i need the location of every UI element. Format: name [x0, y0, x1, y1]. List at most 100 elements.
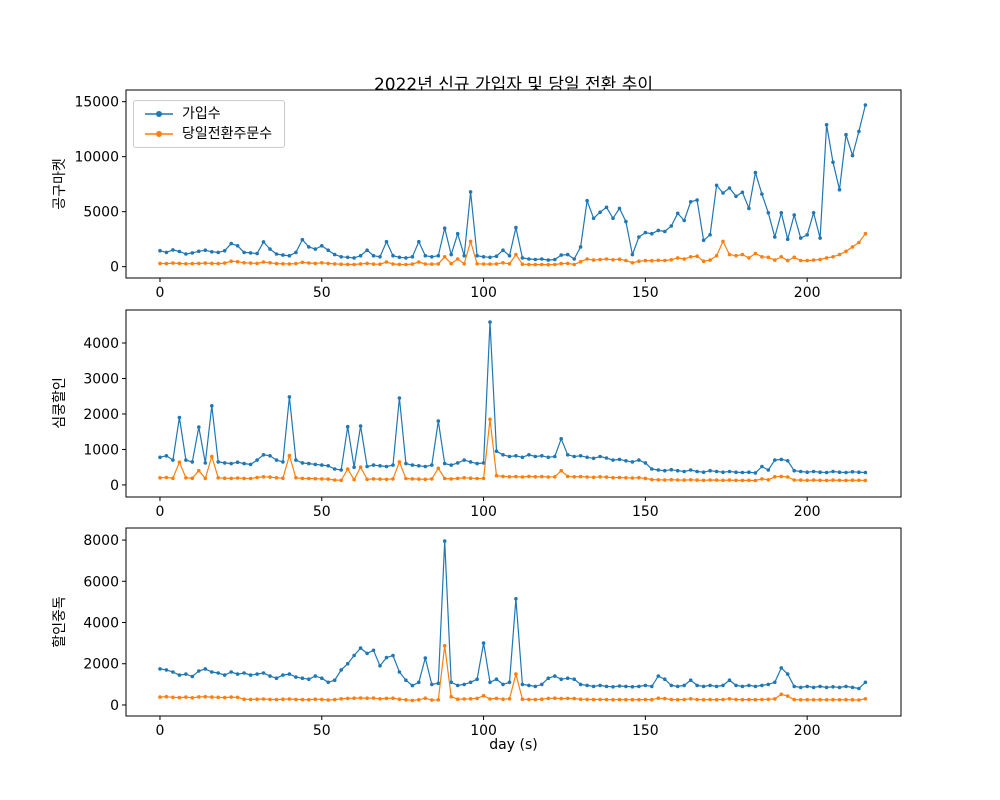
data-point — [766, 211, 771, 215]
data-point — [527, 474, 531, 479]
data-point — [792, 468, 796, 473]
data-point — [598, 683, 602, 688]
data-point — [785, 475, 790, 479]
data-point — [391, 253, 395, 258]
data-point — [773, 697, 777, 701]
data-point — [714, 469, 719, 474]
y-tick-label: 1000 — [83, 442, 119, 458]
data-point — [714, 253, 719, 258]
data-point — [675, 478, 680, 482]
data-point — [391, 653, 395, 658]
data-point — [235, 695, 240, 700]
data-point — [423, 477, 428, 482]
data-point — [203, 261, 208, 265]
data-point — [345, 424, 350, 429]
data-point — [300, 260, 305, 265]
data-point — [417, 680, 421, 685]
data-point — [345, 467, 350, 471]
data-point — [281, 253, 285, 257]
data-point — [475, 677, 479, 681]
legend-entry-subscribers: 가입수 — [144, 107, 272, 121]
data-point — [320, 244, 324, 248]
data-point — [831, 685, 835, 689]
data-point — [540, 262, 544, 267]
axes-frame — [125, 527, 902, 717]
data-point — [242, 476, 246, 481]
data-point — [663, 696, 667, 701]
data-point — [365, 477, 369, 482]
data-point — [785, 694, 790, 698]
data-point — [449, 252, 454, 257]
data-point — [190, 261, 195, 266]
data-point — [734, 697, 738, 702]
data-point — [261, 475, 266, 479]
data-point — [805, 470, 809, 475]
data-point — [701, 697, 706, 702]
data-point — [818, 470, 822, 475]
data-point — [617, 475, 622, 480]
legend-marker-subscribers — [145, 111, 173, 117]
data-point — [248, 462, 253, 467]
data-point — [630, 460, 635, 464]
data-point — [164, 694, 169, 699]
data-point — [462, 697, 467, 701]
data-point — [261, 260, 266, 264]
series-same-day-orders-markers — [158, 417, 868, 483]
data-point — [863, 231, 868, 236]
data-point — [578, 682, 583, 687]
y-tick-label: 3000 — [83, 371, 119, 387]
data-point — [598, 257, 602, 262]
data-point — [313, 476, 318, 481]
data-point — [701, 478, 706, 483]
y-tick-label: 2000 — [83, 657, 119, 673]
data-point — [798, 469, 803, 474]
data-point — [714, 183, 719, 188]
data-point — [358, 262, 363, 266]
data-point — [727, 469, 732, 474]
data-point — [391, 262, 395, 266]
data-point — [643, 476, 648, 481]
data-point — [455, 697, 460, 701]
data-point — [462, 458, 467, 462]
data-point — [572, 454, 576, 459]
data-point — [805, 697, 809, 702]
data-point — [507, 697, 512, 701]
data-point — [197, 468, 201, 473]
data-point — [701, 238, 706, 243]
data-point — [229, 476, 233, 481]
data-point — [727, 186, 732, 190]
data-point — [436, 419, 441, 423]
data-point — [669, 467, 674, 472]
data-point — [222, 248, 227, 253]
data-point — [184, 262, 188, 266]
data-point — [850, 245, 855, 249]
data-point — [585, 257, 589, 261]
data-point — [391, 696, 395, 700]
data-point — [378, 664, 382, 668]
data-point — [281, 673, 285, 677]
data-point — [171, 458, 175, 462]
data-point — [591, 697, 596, 702]
data-point — [164, 668, 169, 672]
data-point — [216, 460, 220, 464]
series-same-day-orders-markers — [158, 644, 868, 703]
data-point — [235, 476, 240, 480]
data-point — [837, 685, 842, 690]
data-point — [404, 256, 408, 260]
data-point — [320, 697, 324, 702]
data-point — [261, 240, 266, 244]
data-point — [682, 218, 686, 223]
data-point — [371, 477, 376, 481]
data-point — [255, 261, 259, 266]
data-point — [216, 476, 220, 480]
data-point — [734, 253, 738, 258]
data-point — [261, 453, 266, 457]
data-point — [818, 478, 822, 483]
data-point — [501, 261, 505, 265]
data-point — [527, 262, 531, 267]
data-point — [287, 697, 292, 701]
data-point — [663, 229, 667, 234]
data-point — [248, 476, 253, 481]
legend-entry-same-day-orders: 당일전환주문수 — [144, 127, 272, 141]
data-point — [591, 258, 596, 262]
